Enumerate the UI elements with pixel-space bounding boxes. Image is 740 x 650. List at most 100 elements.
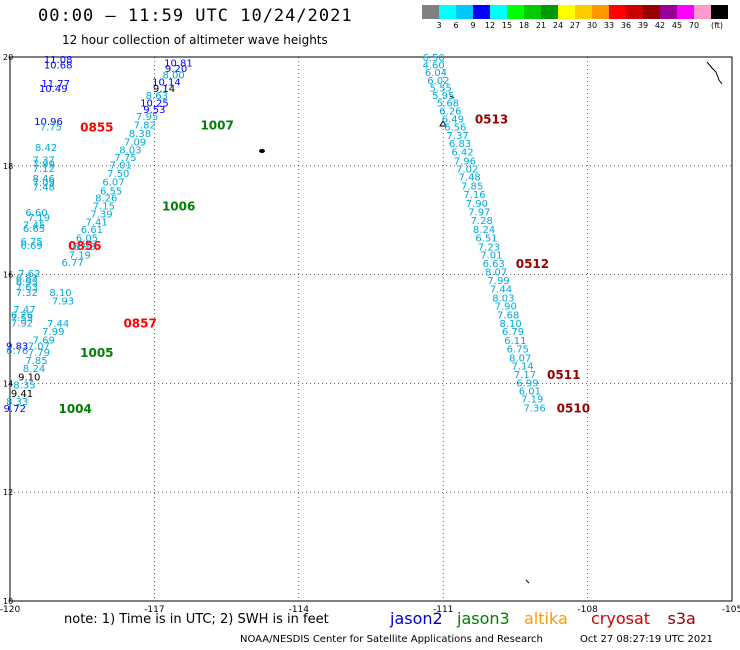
wave-height-label: 10.25	[140, 99, 169, 110]
pass-time-label: 0511	[547, 368, 580, 382]
colorbar-label: 12	[484, 21, 496, 30]
wave-height-label: 7.92	[11, 318, 33, 329]
wave-height-label: 7.16	[463, 190, 485, 201]
colorbar-swatch	[592, 5, 609, 19]
wave-height-label: 6.95	[16, 278, 38, 289]
colorbar-swatch	[660, 5, 677, 19]
wave-height-label: 7.90	[466, 199, 488, 210]
wave-height-label: 8.26	[95, 193, 117, 204]
satellite-legend-cryosat: cryosat	[591, 609, 651, 628]
lat-tick-label: 10	[3, 597, 13, 606]
wave-height-label: 7.75	[114, 153, 136, 164]
wave-height-label: 7.62	[18, 269, 40, 280]
wave-height-label: 6.76	[6, 346, 28, 357]
wave-height-label: 10.81	[164, 58, 193, 69]
wave-height-label: 6.79	[502, 327, 524, 338]
colorbar-swatch	[456, 5, 473, 19]
wave-height-label: 7.37	[33, 155, 55, 166]
pass-time-label: 1006	[162, 200, 195, 214]
wave-height-label: 6.75	[21, 237, 43, 248]
wave-height-label: 7.63	[16, 283, 38, 294]
colorbar-swatch	[524, 5, 541, 19]
pass-time-label: 1007	[200, 118, 233, 132]
wave-height-label: 6.26	[439, 106, 461, 117]
wave-height-label: 7.09	[124, 137, 146, 148]
wave-height-label: 5.95	[432, 91, 454, 102]
wave-height-label: 8.10	[499, 319, 521, 330]
wave-height-label: 7.75	[40, 123, 62, 134]
colorbar-swatch	[473, 5, 490, 19]
colorbar-label: 21	[535, 21, 547, 30]
footer-note: note: 1) Time is in UTC; 2) SWH is in fe…	[64, 612, 329, 627]
wave-height-label: 6.75	[507, 345, 529, 356]
wave-height-label: 6.05	[76, 234, 98, 245]
colorbar-unit: (ft)	[710, 21, 724, 30]
wave-height-label: 7.19	[28, 213, 50, 224]
pass-time-label: 0512	[516, 257, 549, 271]
wave-height-label: 7.41	[86, 217, 108, 228]
wave-height-label: 6.56	[444, 123, 466, 134]
wave-height-label: 7.12	[33, 164, 55, 175]
wave-height-label: 8.38	[129, 129, 151, 140]
satellite-legend-jason3: jason3	[457, 609, 510, 628]
wave-height-label: 6.69	[21, 241, 43, 252]
colorbar-swatch	[694, 5, 711, 19]
wave-height-label: 8.07	[509, 353, 531, 364]
wave-height-label: 7.23	[478, 242, 500, 253]
wave-height-label: 7.09	[33, 178, 55, 189]
wave-height-label: 6.02	[427, 76, 449, 87]
wave-height-label: 11.77	[41, 79, 70, 90]
colorbar	[422, 5, 728, 19]
wave-height-label: 9.41	[11, 389, 33, 400]
wave-height-label: 7.44	[490, 285, 512, 296]
colorbar-swatch	[507, 5, 524, 19]
wave-height-label: 7.39	[90, 210, 112, 221]
wave-height-label: 7.85	[461, 181, 483, 192]
wave-height-label: 7.02	[456, 165, 478, 176]
wave-height-label: 10.14	[152, 77, 181, 88]
wave-height-label: 6.42	[451, 148, 473, 159]
lon-tick-label: -117	[144, 605, 164, 615]
wave-height-label: 7.53	[11, 313, 33, 324]
satellite-legend-s3a: s3a	[667, 609, 696, 628]
wave-height-label: 8.33	[6, 397, 28, 408]
colorbar-swatch	[711, 5, 728, 19]
island	[449, 95, 455, 99]
wave-height-label: 8.07	[485, 267, 507, 278]
colorbar-swatch	[422, 5, 439, 19]
wave-height-label: 6.93	[73, 242, 95, 253]
wave-height-label: 7.93	[52, 297, 74, 308]
wave-height-label: 7.45	[23, 221, 45, 232]
pass-time-label: 1005	[80, 346, 113, 360]
colorbar-label: 45	[671, 21, 683, 30]
wave-height-label: 6.11	[504, 336, 526, 347]
wave-height-label: 7.68	[497, 310, 519, 321]
colorbar-labels: 3 6 9 12 15 18 21 24 27 30 33 36 39 42 45 70 (ft)	[422, 21, 740, 33]
wave-height-label: 6.49	[442, 114, 464, 125]
wave-height-label: 8.42	[35, 143, 57, 154]
wave-height-label: 9.72	[4, 404, 26, 415]
lat-tick-label: 18	[3, 162, 13, 171]
lon-tick-label: -120	[0, 605, 20, 615]
wave-height-label: 9.14	[153, 84, 175, 95]
colorbar-swatch	[575, 5, 592, 19]
wave-height-label: 7.85	[25, 356, 47, 367]
wave-height-label: 6.01	[519, 386, 541, 397]
wave-height-label: 6.83	[16, 273, 38, 284]
pass-time-label: 1004	[58, 402, 91, 416]
wave-height-label: 8.35	[13, 380, 35, 391]
wave-height-label: 7.19	[521, 395, 543, 406]
wave-height-label: 7.28	[471, 216, 493, 227]
colorbar-label: 24	[552, 21, 564, 30]
wave-height-label: 7.36	[524, 403, 546, 414]
wave-height-label: 6.60	[25, 208, 47, 219]
credit-text: NOAA/NESDIS Center for Satellite Applica…	[240, 634, 543, 645]
wave-height-label: 9.83	[6, 341, 28, 352]
lat-tick-label: 14	[3, 379, 13, 388]
wave-height-label: 7.32	[16, 288, 38, 299]
colorbar-swatch	[609, 5, 626, 19]
wave-height-label: 7.95	[136, 112, 158, 123]
wave-height-label: 6.26	[11, 310, 33, 321]
wave-height-label: 7.82	[134, 120, 156, 131]
lon-tick-label: -114	[289, 605, 310, 615]
